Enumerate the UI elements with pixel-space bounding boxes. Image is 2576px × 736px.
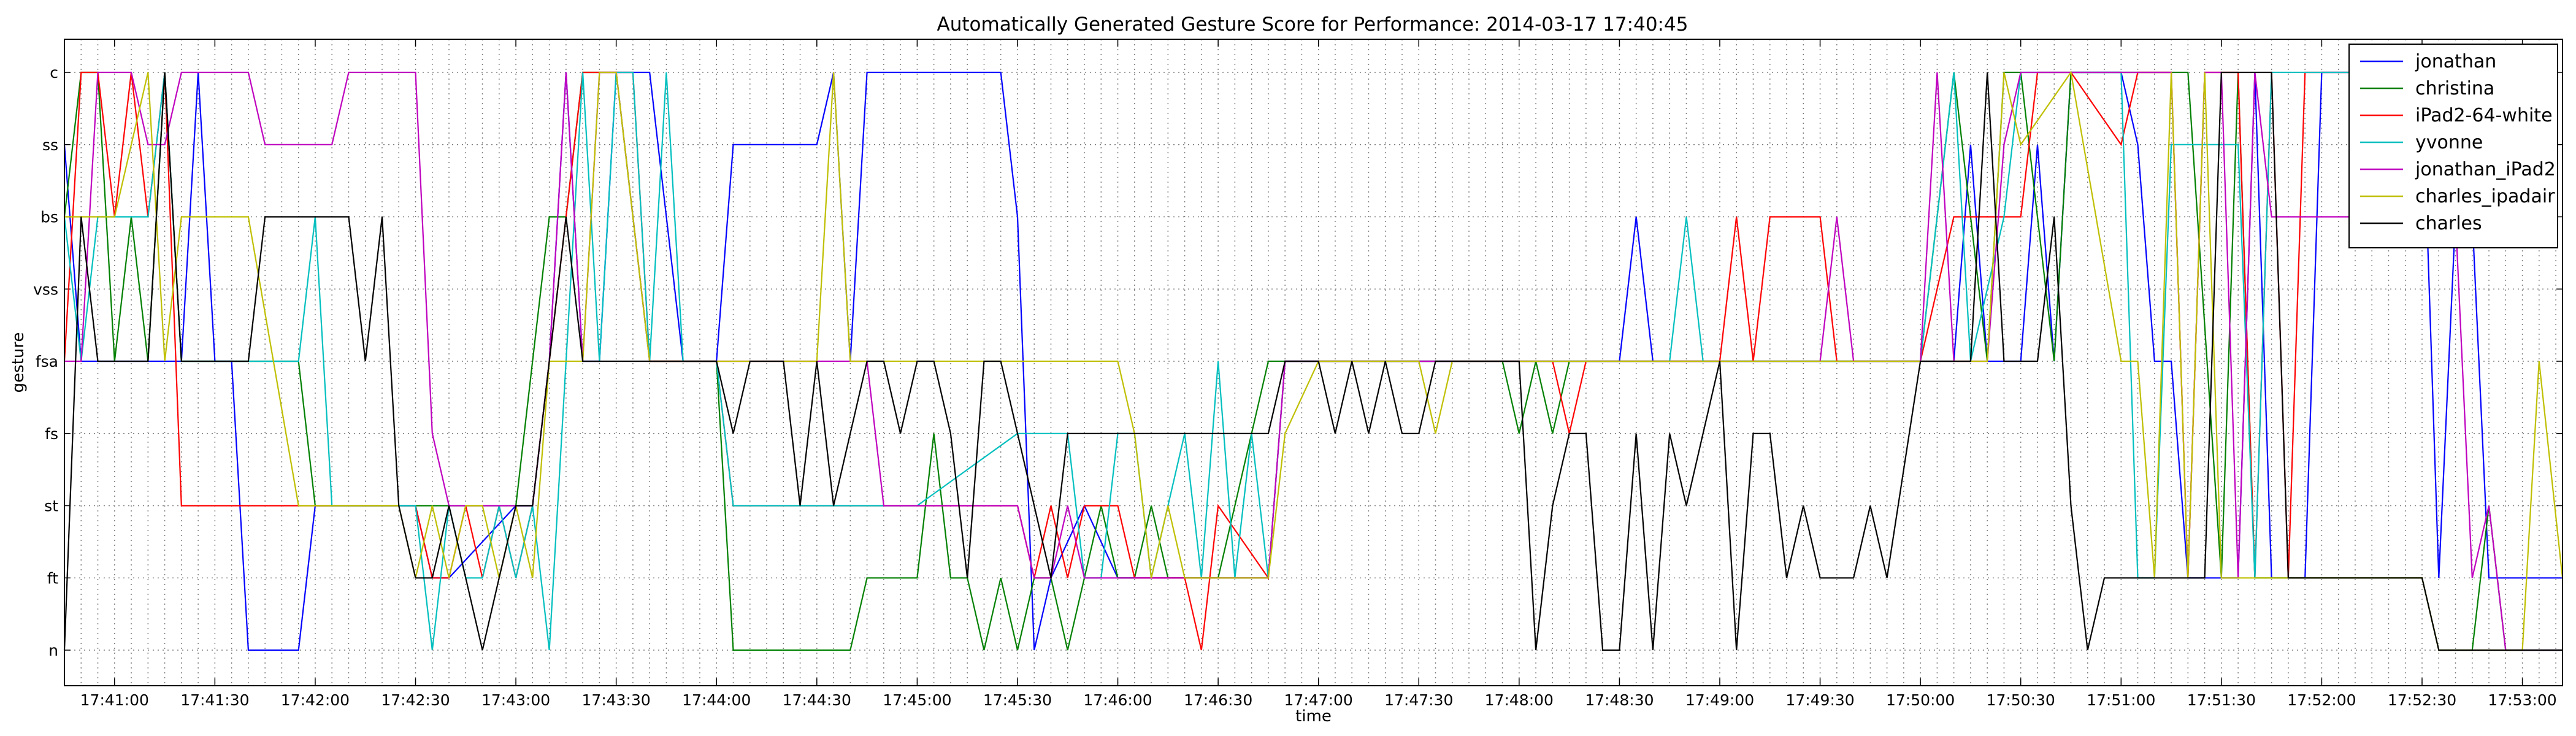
y-tick-label: fs xyxy=(45,425,58,443)
x-tick-label: 17:44:00 xyxy=(682,691,751,709)
legend-label: yvonne xyxy=(2415,132,2483,153)
legend-label: charles_ipadair xyxy=(2415,186,2555,207)
x-tick-label: 17:51:00 xyxy=(2087,691,2155,709)
legend-label: jonathan_iPad2 xyxy=(2415,159,2556,180)
legend: jonathan christina iPad2-64-white yvonne jon… xyxy=(2348,44,2558,248)
x-tick-label: 17:46:00 xyxy=(1083,691,1152,709)
series-lines xyxy=(63,71,2564,651)
x-tick-label: 17:49:00 xyxy=(1685,691,1754,709)
legend-label: jonathan xyxy=(2415,51,2496,72)
x-tick-label: 17:50:00 xyxy=(1886,691,1955,709)
x-axis-title: time xyxy=(1295,707,1332,726)
y-tick-label: bs xyxy=(40,209,58,226)
x-tick-label: 17:41:30 xyxy=(180,691,249,709)
axis-ticks: n ft st fs fsa vss bs ss c 17:41:00 17:41:30 17:42:… xyxy=(33,39,2563,709)
x-tick-label: 17:53:00 xyxy=(2488,691,2556,709)
y-tick-label: vss xyxy=(33,280,58,298)
plot-frame xyxy=(64,39,2563,686)
x-tick-label: 17:42:00 xyxy=(281,691,350,709)
x-tick-label: 17:47:30 xyxy=(1384,691,1453,709)
x-tick-label: 17:41:00 xyxy=(80,691,149,709)
x-tick-label: 17:48:30 xyxy=(1585,691,1654,709)
x-tick-label: 17:46:30 xyxy=(1184,691,1252,709)
x-tick-label: 17:45:30 xyxy=(983,691,1052,709)
x-tick-label: 17:50:30 xyxy=(1987,691,2055,709)
y-tick-label: ft xyxy=(47,569,58,587)
x-tick-label: 17:45:00 xyxy=(883,691,951,709)
x-tick-label: 17:44:30 xyxy=(783,691,851,709)
legend-label: charles xyxy=(2415,213,2482,234)
y-tick-label: ss xyxy=(42,136,58,154)
x-tick-label: 17:42:30 xyxy=(381,691,450,709)
legend-label: christina xyxy=(2415,78,2494,99)
x-tick-label: 17:49:30 xyxy=(1785,691,1854,709)
x-tick-label: 17:48:00 xyxy=(1485,691,1554,709)
y-axis-title: gesture xyxy=(9,332,28,393)
x-tick-label: 17:43:30 xyxy=(582,691,651,709)
y-tick-label: fsa xyxy=(36,353,58,370)
x-tick-label: 17:52:00 xyxy=(2287,691,2356,709)
y-tick-label: n xyxy=(48,642,58,659)
x-tick-label: 17:47:00 xyxy=(1284,691,1353,709)
y-tick-label: st xyxy=(44,497,58,515)
series-line-charles-ipadair xyxy=(64,71,2564,651)
legend-box xyxy=(2348,44,2558,248)
y-tick-label: c xyxy=(50,64,58,82)
x-tick-label: 17:52:30 xyxy=(2388,691,2456,709)
legend-label: iPad2-64-white xyxy=(2415,105,2553,126)
x-tick-label: 17:43:00 xyxy=(481,691,550,709)
chart-title: Automatically Generated Gesture Score fo… xyxy=(937,13,1689,36)
series-line-charles xyxy=(63,71,2563,651)
x-tick-label: 17:51:30 xyxy=(2187,691,2256,709)
